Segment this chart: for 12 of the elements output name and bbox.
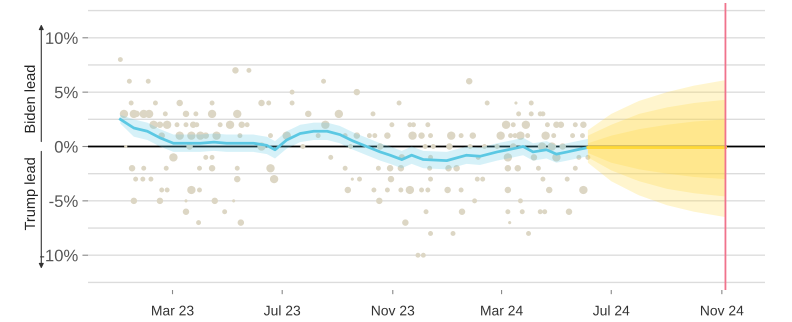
x-tick-label: Jul 23 xyxy=(264,305,300,316)
text: Biden lead xyxy=(24,66,36,132)
x-tick-label: Nov 24 xyxy=(700,306,744,316)
x-tick-label: Nov 23 xyxy=(372,306,414,316)
x-tick-label: Jul 24 xyxy=(592,305,630,316)
x-tick-label: Mar 23 xyxy=(152,306,194,316)
y-tick-label: -5% xyxy=(49,195,78,208)
x-tick-label: Mar 24 xyxy=(481,306,523,316)
y-tick-label: 5% xyxy=(54,86,78,98)
y-tick-label: 0% xyxy=(54,140,78,153)
y-tick-label: 10% xyxy=(46,32,78,44)
text: Trump lead xyxy=(24,158,38,230)
